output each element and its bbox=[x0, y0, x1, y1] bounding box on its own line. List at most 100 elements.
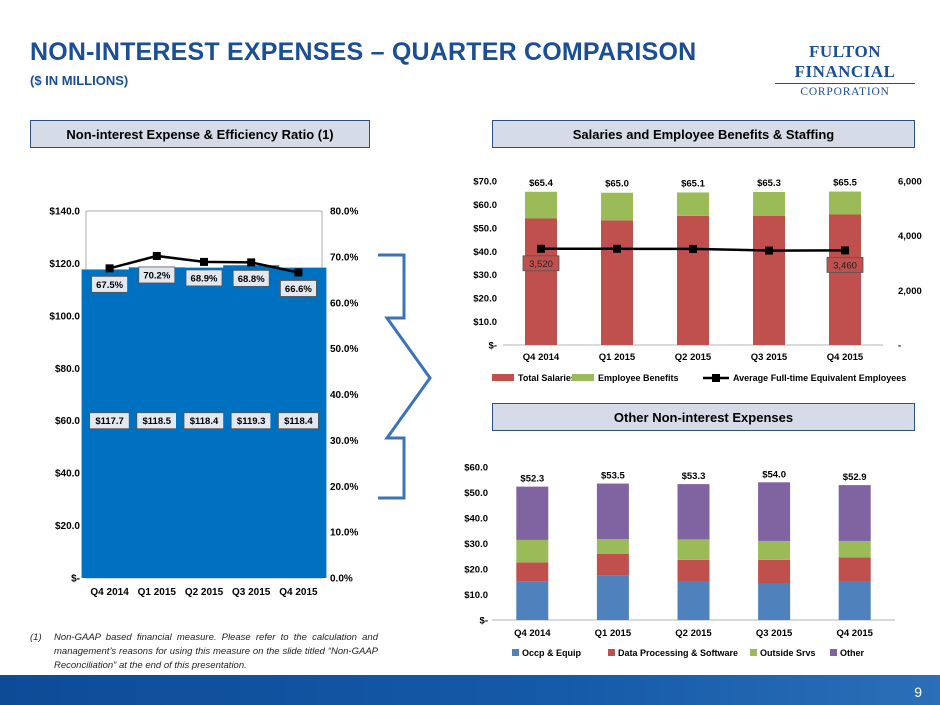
chart3-outside-bar bbox=[516, 539, 549, 563]
chart2-fte-first-label-box bbox=[522, 255, 560, 272]
chart3-occp-bar bbox=[758, 583, 791, 620]
chart2-x-tick: Q4 2014 bbox=[523, 352, 560, 363]
chart1-efficiency-point bbox=[247, 258, 256, 267]
chart3-other-bar bbox=[677, 484, 710, 540]
chart1-y-tick: $120.0 bbox=[49, 259, 80, 270]
footer-bar bbox=[0, 675, 940, 705]
chart2-legend-fte-marker bbox=[712, 374, 720, 382]
page-subtitle: ($ IN MILLIONS) bbox=[30, 73, 129, 88]
chart2-benefits-bar bbox=[601, 192, 633, 221]
chart1-efficiency-label-box bbox=[91, 275, 128, 293]
right-bottom-panel-header: Other Non-interest Expenses bbox=[492, 403, 915, 431]
chart3-dataproc-bar bbox=[758, 559, 791, 584]
chart2-y-tick: $70.0 bbox=[473, 177, 497, 188]
logo-line-1: FULTON FINANCIAL bbox=[775, 42, 915, 84]
chart2-y2-tick: 6,000 bbox=[898, 177, 922, 188]
chart3-occp-bar bbox=[838, 580, 871, 620]
chart3-occp-legend: Occp & Equip bbox=[522, 648, 582, 658]
chart1-efficiency-label-box bbox=[185, 269, 223, 287]
chart2-legend-benefits: Employee Benefits bbox=[598, 373, 679, 383]
chart3-other-legend-swatch bbox=[830, 649, 837, 656]
chart1-y2-tick: 70.0% bbox=[330, 252, 358, 263]
chart1-expense-label: $117.7 bbox=[95, 416, 124, 427]
chart1-expense-label: $118.4 bbox=[284, 416, 313, 427]
chart2-total-label: $65.4 bbox=[529, 178, 553, 189]
footnote-number: (1) bbox=[30, 632, 42, 643]
chart2-legend-salaries-swatch bbox=[492, 374, 514, 381]
chart2-y2-tick: 4,000 bbox=[898, 231, 922, 242]
chart3-occp-legend-swatch bbox=[512, 649, 519, 656]
chart2-fte-point bbox=[765, 246, 773, 255]
chart3-outside-bar bbox=[838, 540, 871, 558]
chart1-y2-tick: 50.0% bbox=[330, 344, 358, 355]
chart1-expense-label: $118.5 bbox=[143, 416, 172, 427]
chart3-occp-bar bbox=[596, 575, 629, 620]
chart1-y-tick: $100.0 bbox=[49, 311, 80, 322]
chart3-dataproc-legend: Data Processing & Software bbox=[618, 648, 738, 658]
chart1-efficiency-point bbox=[200, 257, 208, 266]
chart1-y-tick: $140.0 bbox=[49, 207, 80, 218]
chart3-y-tick: $50.0 bbox=[464, 488, 488, 499]
chart3-other-bar bbox=[516, 486, 549, 540]
chart1-x-tick: Q1 2015 bbox=[138, 587, 177, 598]
chart3-other-bar bbox=[758, 482, 791, 541]
chart2-total-label: $65.1 bbox=[681, 178, 705, 189]
chart2-salaries-bar bbox=[829, 214, 861, 345]
logo-line-2: CORPORATION bbox=[800, 86, 890, 98]
chart1-y2-tick: 40.0% bbox=[330, 390, 358, 401]
chart3-y-tick: $60.0 bbox=[464, 463, 488, 474]
chart1-efficiency-label: 70.2% bbox=[143, 270, 170, 281]
chart2-y-tick: $- bbox=[489, 341, 497, 352]
chart3-dataproc-bar bbox=[516, 562, 549, 582]
chart3-total-label: $53.5 bbox=[601, 471, 625, 482]
chart1-y2-tick: 60.0% bbox=[330, 298, 358, 309]
chart2-fte-point bbox=[613, 244, 621, 253]
chart3-outside-legend-swatch bbox=[750, 649, 757, 656]
chart1-x-tick: Q3 2015 bbox=[232, 587, 271, 598]
chart1-y-tick: $60.0 bbox=[55, 416, 80, 427]
footnote: (1) Non-GAAP based financial measure. Pl… bbox=[30, 631, 378, 673]
chart1-y-tick: $- bbox=[71, 574, 80, 585]
chart3-y-tick: $30.0 bbox=[464, 539, 488, 550]
chart1-efficiency-label-box bbox=[232, 269, 270, 287]
chart3-y-tick: $40.0 bbox=[464, 514, 488, 525]
chart3-dataproc-legend-swatch bbox=[608, 649, 615, 656]
chart2-total-label: $65.5 bbox=[833, 178, 857, 189]
chart1-y-tick: $40.0 bbox=[55, 469, 80, 480]
charts-canvas: $- $20.0 $40.0 $60.0 $80.0 $100.0 $120.0 $140.0… bbox=[49, 177, 922, 659]
right-top-panel-header: Salaries and Employee Benefits & Staffin… bbox=[492, 120, 915, 148]
chart2-legend-fte: Average Full-time Equivalent Employees bbox=[733, 373, 906, 383]
chart2-x-tick: Q1 2015 bbox=[599, 352, 636, 363]
chart3-x-tick: Q2 2015 bbox=[675, 628, 712, 639]
chart3-y-tick: $10.0 bbox=[464, 590, 488, 601]
chart1-y2-tick: 30.0% bbox=[330, 436, 358, 447]
chart3-y-tick: $- bbox=[480, 616, 488, 627]
chart2-salaries-bar bbox=[753, 215, 785, 345]
chart2-fte-last-label: 3,460 bbox=[833, 260, 857, 271]
chart1-y-tick: $80.0 bbox=[55, 364, 80, 375]
left-panel-header: Non-interest Expense & Efficiency Ratio … bbox=[30, 120, 370, 148]
chart2-x-tick: Q4 2015 bbox=[827, 352, 864, 363]
chevron-arrow-icon bbox=[378, 253, 432, 500]
chart2-y-tick: $50.0 bbox=[473, 223, 497, 234]
chart1-efficiency-label-box bbox=[138, 266, 176, 284]
chart3-other-legend: Other bbox=[840, 648, 865, 658]
chart2-y-tick: $60.0 bbox=[473, 200, 497, 211]
chart1-expense-label-box bbox=[277, 412, 319, 430]
chart3-occp-bar bbox=[516, 581, 549, 620]
chart2-fte-point bbox=[689, 244, 697, 253]
chart2-benefits-bar bbox=[829, 191, 861, 215]
chart1-efficiency-label-box bbox=[279, 280, 317, 297]
chart2-fte-first-label: 3,520 bbox=[529, 259, 553, 270]
chart2-y-tick: $20.0 bbox=[473, 294, 497, 305]
chart3-outside-bar bbox=[758, 540, 791, 560]
chart2-x-tick: Q3 2015 bbox=[751, 352, 788, 363]
chart3-occp-bar bbox=[677, 580, 710, 620]
chart1-efficiency-point bbox=[294, 268, 303, 277]
chart1-x-tick: Q4 2014 bbox=[90, 587, 129, 598]
chart1-y-tick: $20.0 bbox=[55, 521, 80, 532]
chart2-legend-salaries: Total Salaries bbox=[518, 373, 576, 383]
chart1-x-tick: Q2 2015 bbox=[185, 587, 224, 598]
chart2-y-tick: $10.0 bbox=[473, 317, 497, 328]
chart3-total-label: $52.3 bbox=[520, 474, 544, 485]
